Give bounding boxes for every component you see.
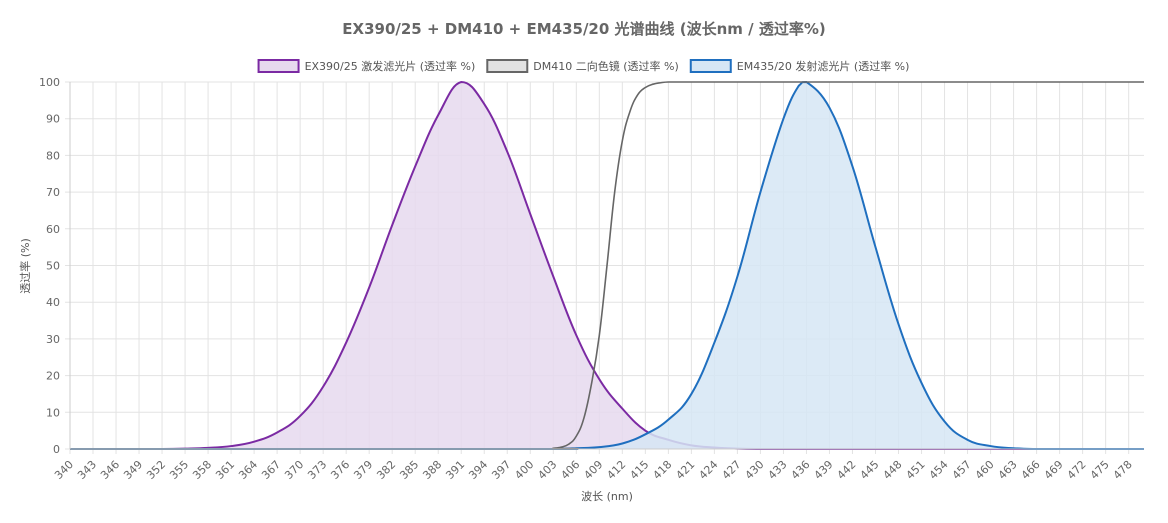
x-tick-label: 472	[1065, 458, 1089, 482]
y-axis-label: 透过率 (%)	[18, 238, 32, 294]
x-tick-label: 403	[535, 458, 559, 482]
x-tick-label: 355	[167, 458, 191, 482]
x-axis-label: 波长 (nm)	[581, 490, 633, 503]
x-tick-label: 409	[581, 458, 605, 482]
legend-swatch	[486, 59, 529, 73]
x-tick-label: 397	[489, 458, 513, 482]
x-tick-label: 424	[696, 458, 720, 482]
legend-item-2[interactable]: EM435/20 发射滤光片 (透过率 %)	[689, 59, 910, 73]
x-tick-label: 436	[789, 458, 813, 482]
y-tick-label: 70	[46, 186, 60, 199]
y-tick-label: 20	[46, 370, 60, 383]
y-tick-label: 0	[53, 443, 60, 456]
x-tick-label: 418	[650, 458, 674, 482]
y-tick-label: 90	[46, 113, 60, 126]
legend-swatch	[257, 59, 300, 73]
x-tick-label: 475	[1088, 458, 1112, 482]
x-tick-label: 352	[144, 458, 168, 482]
x-tick-label: 400	[512, 458, 536, 482]
x-tick-label: 343	[75, 458, 99, 482]
x-tick-label: 373	[305, 458, 329, 482]
x-tick-label: 388	[420, 458, 444, 482]
x-tick-label: 382	[374, 458, 398, 482]
chart-title: EX390/25 + DM410 + EM435/20 光谱曲线 (波长nm /…	[342, 20, 825, 38]
x-tick-label: 466	[1019, 458, 1043, 482]
x-tick-label: 346	[98, 458, 122, 482]
x-tick-label: 469	[1042, 458, 1066, 482]
x-tick-label: 361	[213, 458, 237, 482]
legend-label: EM435/20 发射滤光片 (透过率 %)	[737, 59, 910, 73]
x-tick-label: 385	[397, 458, 421, 482]
x-tick-label: 442	[835, 458, 859, 482]
x-tick-label: 367	[259, 458, 283, 482]
x-tick-label: 391	[443, 458, 467, 482]
x-tick-label: 445	[858, 458, 882, 482]
x-tick-label: 454	[927, 458, 951, 482]
x-tick-label: 412	[604, 458, 628, 482]
y-tick-label: 40	[46, 296, 60, 309]
x-tick-label: 433	[766, 458, 790, 482]
y-tick-label: 50	[46, 260, 60, 273]
series-line-1	[70, 81, 1144, 450]
series-area-2	[70, 82, 1144, 449]
x-tick-label: 415	[627, 458, 651, 482]
x-tick-label: 358	[190, 458, 214, 482]
x-tick-label: 460	[973, 458, 997, 482]
legend-item-0[interactable]: EX390/25 激发滤光片 (透过率 %)	[257, 59, 476, 73]
x-tick-label: 376	[328, 458, 352, 482]
x-tick-label: 478	[1111, 458, 1135, 482]
x-tick-label: 379	[351, 458, 375, 482]
y-tick-label: 60	[46, 223, 60, 236]
y-tick-label: 80	[46, 149, 60, 162]
chart-legend: EX390/25 激发滤光片 (透过率 %) DM410 二向色镜 (透过率 %)…	[257, 59, 910, 73]
y-tick-label: 100	[39, 76, 60, 89]
x-tick-label: 340	[52, 458, 76, 482]
x-tick-label: 439	[812, 458, 836, 482]
legend-swatch	[689, 59, 732, 73]
legend-label: DM410 二向色镜 (透过率 %)	[533, 59, 678, 73]
x-tick-label: 457	[950, 458, 974, 482]
x-tick-label: 406	[558, 458, 582, 482]
x-tick-label: 427	[719, 458, 743, 482]
y-tick-label: 30	[46, 333, 60, 346]
x-tick-label: 430	[743, 458, 767, 482]
x-tick-label: 463	[996, 458, 1020, 482]
x-tick-label: 349	[121, 458, 145, 482]
x-tick-label: 421	[673, 458, 697, 482]
x-tick-label: 394	[466, 458, 490, 482]
x-tick-label: 364	[236, 458, 260, 482]
y-tick-label: 10	[46, 406, 60, 419]
x-tick-label: 370	[282, 458, 306, 482]
x-tick-label: 451	[904, 458, 928, 482]
legend-item-1[interactable]: DM410 二向色镜 (透过率 %)	[486, 59, 679, 73]
legend-label: EX390/25 激发滤光片 (透过率 %)	[305, 59, 476, 73]
x-tick-label: 448	[881, 458, 905, 482]
